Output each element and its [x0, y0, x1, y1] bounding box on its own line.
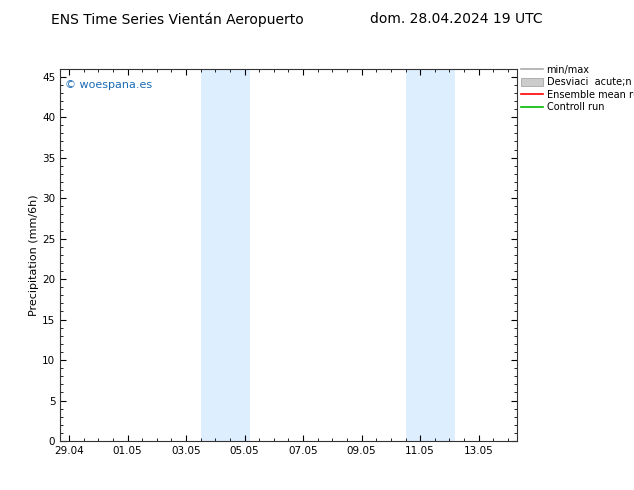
Bar: [201, 69, 250, 441]
Y-axis label: Precipitation (mm/6h): Precipitation (mm/6h): [29, 194, 39, 316]
Text: © woespana.es: © woespana.es: [65, 80, 152, 90]
Text: dom. 28.04.2024 19 UTC: dom. 28.04.2024 19 UTC: [370, 12, 543, 26]
Bar: [406, 69, 455, 441]
Text: ENS Time Series Vientán Aeropuerto: ENS Time Series Vientán Aeropuerto: [51, 12, 304, 27]
Legend: min/max, Desviaci  acute;n est  acute;ndar, Ensemble mean run, Controll run: min/max, Desviaci acute;n est acute;ndar…: [521, 65, 634, 112]
